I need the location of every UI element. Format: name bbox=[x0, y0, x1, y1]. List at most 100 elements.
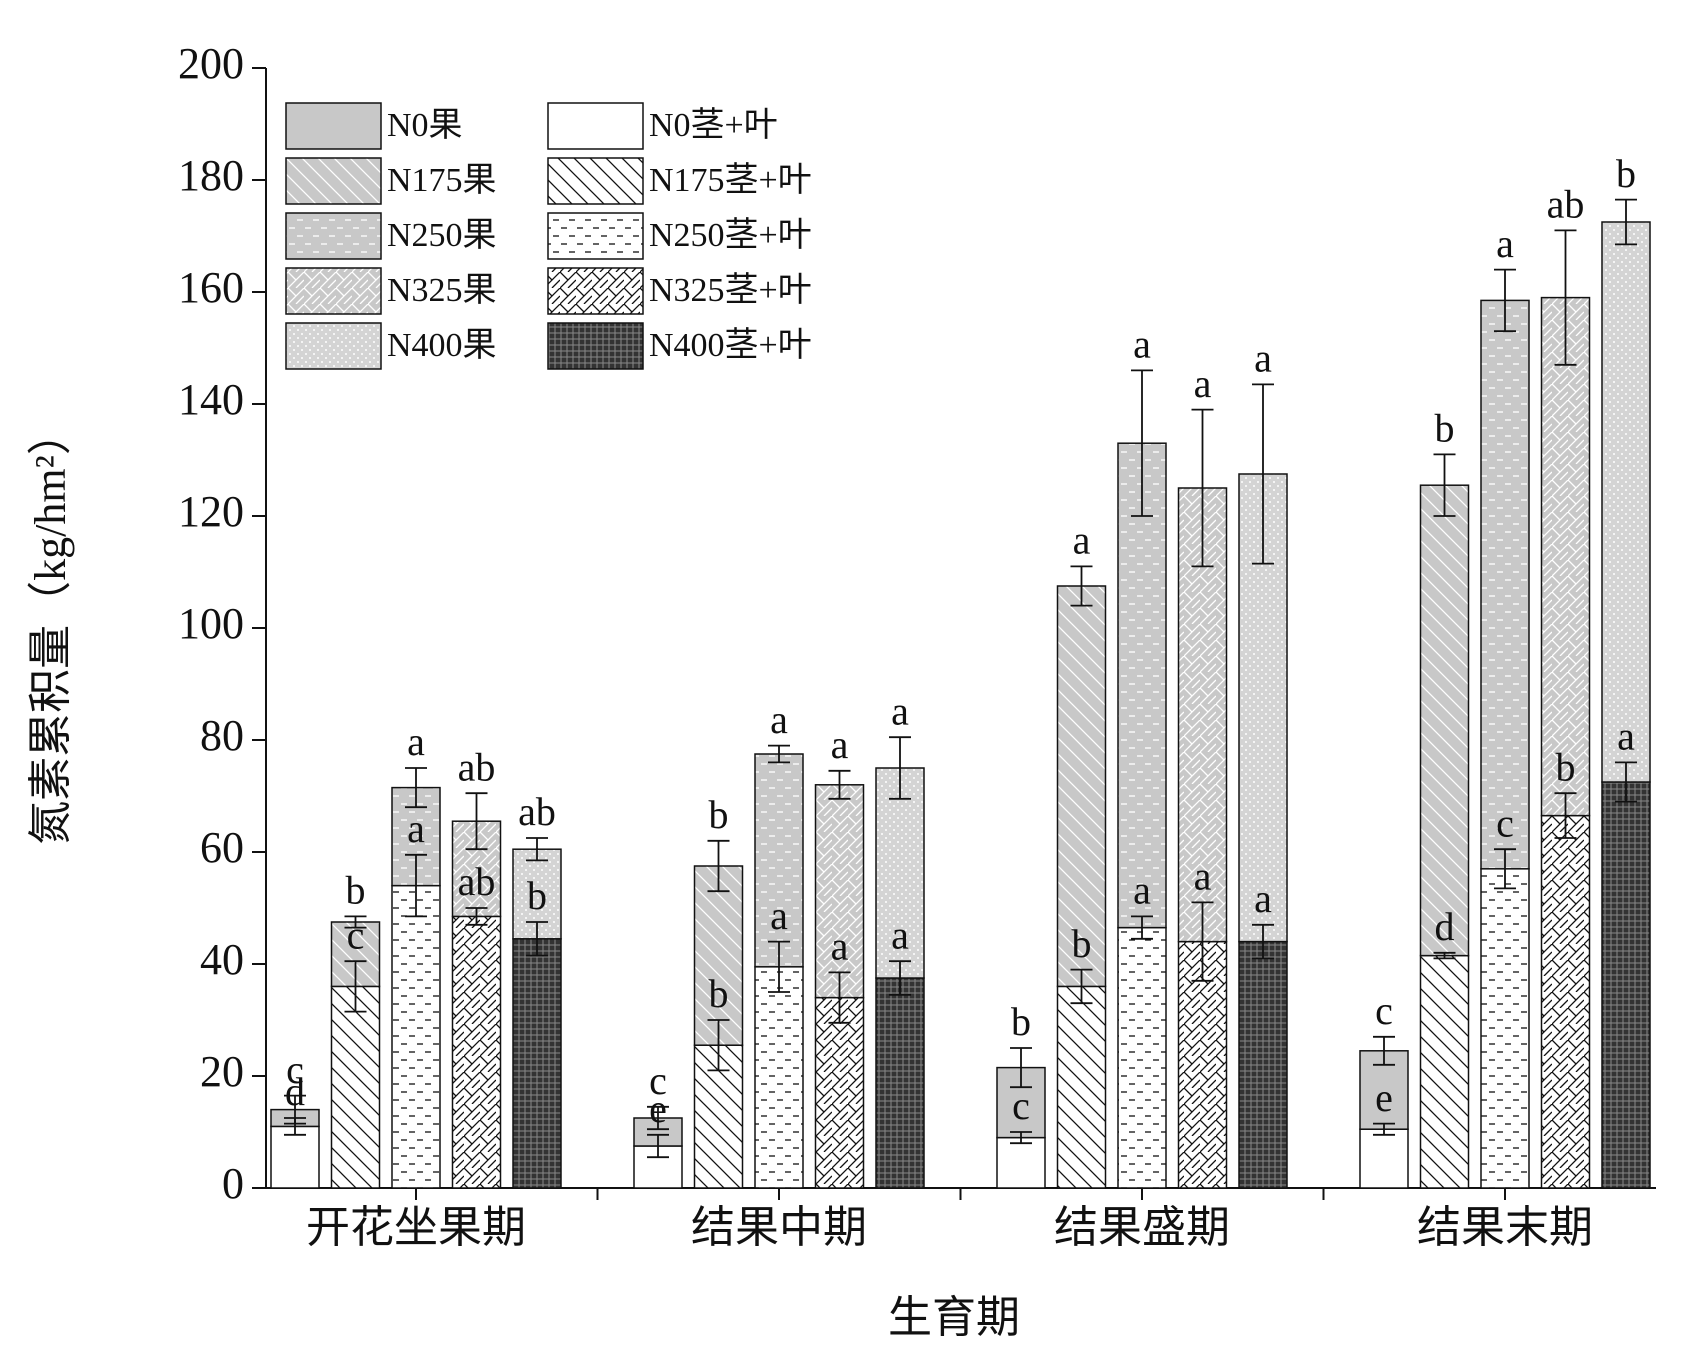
significance-letter: a bbox=[1254, 876, 1272, 921]
significance-letter: a bbox=[1254, 336, 1272, 381]
significance-letter: a bbox=[891, 688, 909, 733]
legend-label: N250茎+叶 bbox=[649, 216, 812, 254]
bar-segment bbox=[330, 985, 381, 1189]
significance-letter: a bbox=[1194, 854, 1212, 899]
y-tick-label: 60 bbox=[200, 823, 244, 872]
significance-letter: c bbox=[286, 1047, 304, 1092]
legend-swatch bbox=[547, 322, 644, 370]
significance-letter: b bbox=[1435, 406, 1455, 451]
significance-letter: a bbox=[1617, 714, 1635, 759]
legend-label: N325果 bbox=[387, 272, 497, 309]
bar-segment bbox=[1238, 940, 1288, 1189]
significance-letter: ab bbox=[1547, 182, 1585, 227]
y-tick-label: 120 bbox=[178, 487, 244, 536]
x-axis-title: 生育期 bbox=[888, 1293, 1020, 1342]
significance-letter: a bbox=[1496, 221, 1514, 266]
legend-swatch bbox=[547, 102, 644, 150]
significance-letter: a bbox=[770, 697, 788, 742]
bar-segment bbox=[1601, 221, 1651, 783]
significance-letter: a bbox=[1073, 518, 1091, 563]
significance-letter: a bbox=[407, 806, 425, 851]
y-tick-label: 40 bbox=[200, 935, 244, 984]
bar-segment bbox=[1117, 926, 1167, 1189]
significance-letter: b bbox=[1616, 151, 1636, 196]
y-tick-label: 20 bbox=[200, 1047, 244, 1096]
y-tick-label: 0 bbox=[222, 1159, 244, 1208]
legend-swatch bbox=[285, 322, 382, 370]
legend-swatch bbox=[285, 267, 382, 315]
bar-segment bbox=[1480, 299, 1530, 870]
legend-label: N250果 bbox=[387, 217, 497, 254]
y-tick-label: 160 bbox=[178, 263, 244, 312]
significance-letter: d bbox=[1435, 904, 1455, 949]
legend-label: N175果 bbox=[387, 162, 497, 199]
bar-segment bbox=[1480, 868, 1530, 1189]
bar-segment bbox=[754, 966, 804, 1189]
y-tick-label: 100 bbox=[178, 599, 244, 648]
significance-letter: c bbox=[1375, 988, 1393, 1033]
legend-swatch bbox=[285, 212, 382, 260]
legend-swatch bbox=[285, 102, 382, 150]
legend-swatch bbox=[547, 157, 644, 205]
significance-letter: a bbox=[891, 912, 909, 957]
significance-letter: c bbox=[1496, 800, 1514, 845]
bar-segment bbox=[1359, 1128, 1409, 1189]
legend-label: N400茎+叶 bbox=[649, 326, 812, 364]
legend-label: N400果 bbox=[387, 327, 497, 364]
bar-segment bbox=[996, 1136, 1046, 1189]
significance-letter: ab bbox=[458, 744, 496, 789]
y-tick-label: 140 bbox=[178, 375, 244, 424]
significance-letter: ab bbox=[518, 789, 556, 834]
legend-label: N0茎+叶 bbox=[649, 106, 778, 144]
bar-segment bbox=[1419, 954, 1470, 1189]
significance-letter: a bbox=[831, 924, 849, 969]
bar-segment bbox=[270, 1125, 320, 1189]
bar-segment bbox=[1540, 814, 1591, 1189]
bar-segment bbox=[1601, 781, 1651, 1189]
significance-letter: a bbox=[831, 722, 849, 767]
bar-segment bbox=[391, 884, 441, 1189]
legend-swatch bbox=[285, 157, 382, 205]
y-tick-label: 180 bbox=[178, 151, 244, 200]
legend-swatch bbox=[547, 267, 644, 315]
legend-label: N325茎+叶 bbox=[649, 271, 812, 309]
significance-letter: b bbox=[709, 792, 729, 837]
significance-letter: b bbox=[1556, 744, 1576, 789]
bar-segment bbox=[1056, 985, 1107, 1189]
significance-letter: a bbox=[407, 719, 425, 764]
significance-letter: a bbox=[1194, 361, 1212, 406]
significance-letter: ab bbox=[458, 859, 496, 904]
y-axis-title: 氮素累积量（kg/hm²） bbox=[26, 411, 75, 845]
legend-swatch bbox=[547, 212, 644, 260]
x-tick-label: 结果中期 bbox=[691, 1203, 867, 1252]
significance-letter: b bbox=[1011, 999, 1031, 1044]
significance-letter: b bbox=[1072, 921, 1092, 966]
legend-label: N0果 bbox=[387, 107, 463, 144]
significance-letter: c bbox=[1012, 1083, 1030, 1128]
y-tick-label: 200 bbox=[178, 39, 244, 88]
significance-letter: d bbox=[285, 1069, 305, 1114]
x-tick-label: 结果盛期 bbox=[1054, 1203, 1230, 1252]
bar-segment bbox=[1419, 484, 1470, 957]
x-tick-label: 开花坐果期 bbox=[306, 1203, 526, 1252]
significance-letter: c bbox=[649, 1058, 667, 1103]
bar-segment bbox=[875, 767, 925, 979]
legend-label: N175茎+叶 bbox=[649, 161, 812, 199]
significance-letter: b bbox=[346, 868, 366, 913]
x-tick-label: 结果末期 bbox=[1417, 1203, 1593, 1252]
significance-letter: b bbox=[709, 971, 729, 1016]
bar-segment bbox=[814, 996, 865, 1189]
significance-letter: e bbox=[1375, 1075, 1393, 1120]
bar-segment bbox=[693, 865, 744, 1046]
significance-letter: a bbox=[770, 893, 788, 938]
bar-segment bbox=[512, 938, 562, 1189]
significance-letter: c bbox=[347, 912, 365, 957]
bar-segment bbox=[875, 977, 925, 1189]
bar-segment bbox=[1540, 296, 1591, 817]
significance-letter: b bbox=[527, 873, 547, 918]
y-tick-label: 80 bbox=[200, 711, 244, 760]
significance-letter: a bbox=[1133, 322, 1151, 367]
bar-segment bbox=[451, 915, 502, 1189]
